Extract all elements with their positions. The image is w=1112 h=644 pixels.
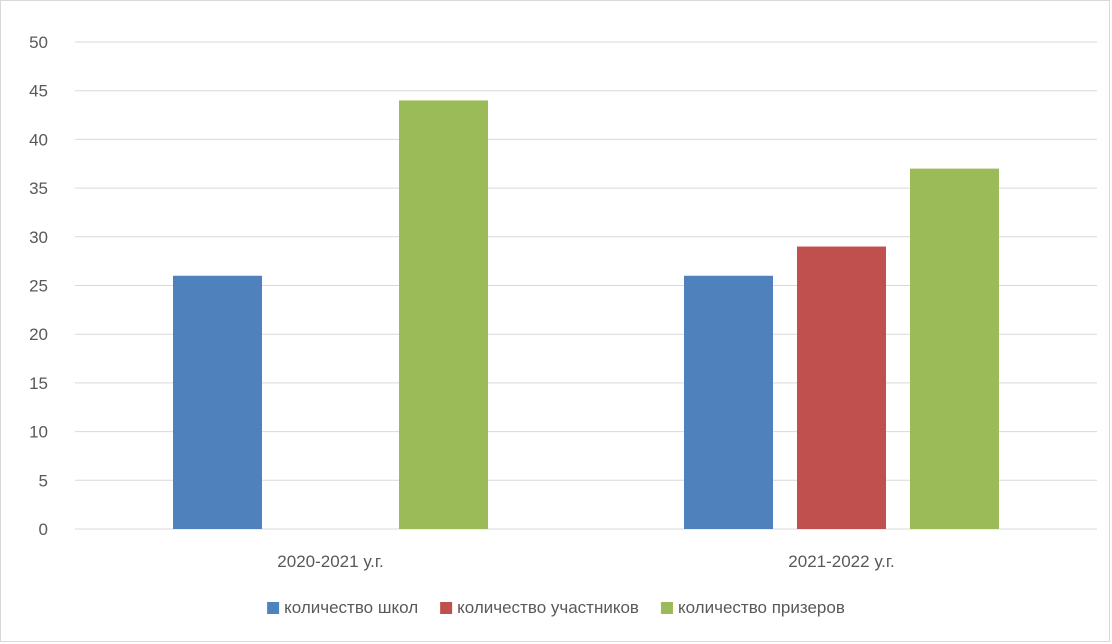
bar bbox=[797, 246, 886, 530]
bars bbox=[173, 100, 999, 530]
legend-label: количество участников bbox=[457, 598, 639, 617]
y-tick-label: 40 bbox=[29, 130, 48, 149]
y-tick-label: 25 bbox=[29, 277, 48, 296]
bar bbox=[684, 275, 773, 529]
y-tick-label: 10 bbox=[29, 423, 48, 442]
bar bbox=[399, 100, 488, 529]
y-tick-label: 45 bbox=[29, 82, 48, 101]
y-tick-label: 15 bbox=[29, 374, 48, 393]
legend-label: количество школ bbox=[284, 598, 418, 617]
legend-swatch bbox=[267, 602, 280, 614]
y-tick-label: 50 bbox=[29, 33, 48, 52]
y-axis-ticks: 0 5 10 15 20 25 30 35 40 45 50 bbox=[29, 33, 48, 539]
bar bbox=[173, 275, 262, 529]
y-tick-label: 20 bbox=[29, 325, 48, 344]
y-tick-label: 0 bbox=[39, 520, 48, 539]
legend: количество школ количество участников коли… bbox=[267, 598, 845, 617]
bar bbox=[910, 168, 999, 529]
legend-swatch bbox=[660, 602, 673, 614]
legend-swatch bbox=[440, 602, 453, 614]
y-tick-label: 35 bbox=[29, 179, 48, 198]
x-category-label: 2020-2021 у.г. bbox=[277, 552, 383, 571]
y-tick-label: 30 bbox=[29, 228, 48, 247]
legend-label: количество призеров bbox=[678, 598, 845, 617]
y-tick-label: 5 bbox=[39, 471, 48, 490]
x-category-label: 2021-2022 у.г. bbox=[788, 552, 894, 571]
x-axis-categories: 2020-2021 у.г. 2021-2022 у.г. bbox=[277, 552, 894, 571]
